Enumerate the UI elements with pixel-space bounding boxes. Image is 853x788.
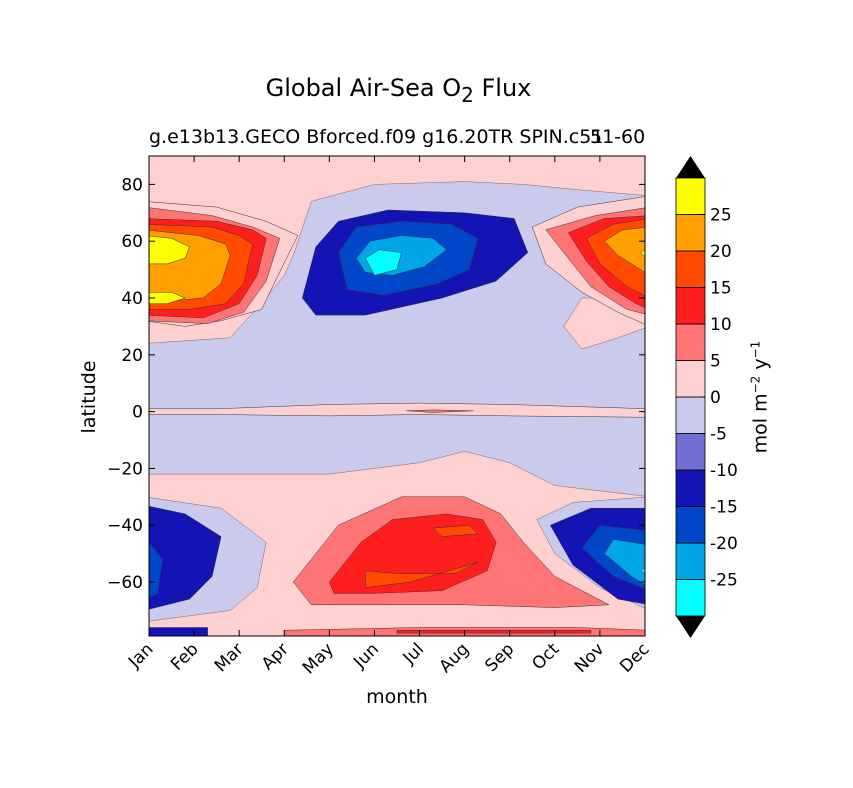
y-tick-label: 20 — [121, 346, 143, 366]
x-tick-label: Nov — [571, 639, 609, 677]
colorbar-swatch — [675, 396, 706, 434]
colorbar-label-exponent-m: −2 — [748, 375, 763, 394]
chart-title-main: Global Air-Sea O — [265, 74, 462, 102]
colorbar-tick-label: 0 — [710, 388, 721, 408]
colorbar-tick-label: 20 — [710, 242, 732, 262]
colorbar-swatch — [675, 542, 706, 580]
contour-fill-level-5 — [405, 409, 474, 413]
colorbar-swatch — [675, 506, 706, 544]
colorbar-swatch — [675, 579, 706, 617]
contour-fill-level-minus25 — [365, 249, 402, 276]
colorbar-label-exponent-y: −1 — [748, 340, 763, 359]
colorbar-label: mol m−2 y−1 — [748, 341, 771, 454]
colorbar-tick-label: 10 — [710, 315, 732, 335]
chart-subtitle-run: g.e13b13.GECO Bforced.f09 g16.20TR SPIN.… — [149, 126, 604, 148]
plot-area — [149, 156, 645, 636]
y-tick-label: −40 — [107, 516, 143, 536]
contour-fill-level-25 — [149, 235, 190, 265]
contour-fill-level-minus20 — [604, 539, 645, 586]
chart-title-subscript: 2 — [461, 82, 474, 107]
contour-fill-level-15 — [365, 561, 479, 588]
x-axis-label: month — [366, 686, 428, 708]
contour-fill-level-15 — [432, 524, 479, 537]
colorbar-extend-under — [676, 616, 705, 638]
x-tick-label: Mar — [211, 639, 248, 676]
x-tick-label: Feb — [167, 639, 202, 674]
y-tick-label: 60 — [121, 232, 143, 252]
colorbar-tick-label: -15 — [710, 498, 738, 518]
plot-frame — [148, 155, 646, 637]
colorbar-tick-label: -5 — [710, 425, 727, 445]
x-tick-label: Jul — [399, 639, 428, 668]
chart-subtitle-years: 51-60 — [590, 126, 646, 148]
x-tick-label: Sep — [481, 639, 518, 676]
contour-fill-level-minus25 — [640, 567, 645, 574]
colorbar: 25 20 15 10 5 0 -5 -10 -15 -20 -25 — [675, 156, 738, 638]
colorbar-label-unit-y: y — [749, 358, 772, 376]
y-axis: 80 60 40 20 0 −20 −40 −60 — [107, 175, 645, 593]
x-tick-label: Apr — [258, 639, 293, 674]
y-tick-label: 40 — [121, 289, 143, 309]
contour-fills — [149, 156, 645, 636]
x-tick-label: Aug — [436, 639, 474, 677]
colorbar-label-unit: mol m — [749, 393, 772, 454]
colorbar-swatch — [675, 469, 706, 507]
y-axis-label: latitude — [78, 360, 100, 434]
y-tick-label: −60 — [107, 573, 143, 593]
colorbar-swatch — [675, 214, 706, 252]
x-tick-label: Oct — [528, 639, 563, 674]
contour-fill-level-minus15 — [149, 541, 163, 598]
colorbar-tick-label: -20 — [710, 534, 738, 554]
colorbar-swatch — [675, 360, 706, 398]
colorbar-swatch — [675, 250, 706, 288]
contour-fill-level-minus10 — [149, 627, 208, 636]
colorbar-swatch — [675, 433, 706, 471]
colorbar-tick-label: 25 — [710, 206, 732, 226]
colorbar-tick-label: 5 — [710, 352, 721, 372]
chart-title: Global Air-Sea O2 Flux — [0, 74, 797, 107]
y-tick-label: 0 — [132, 403, 143, 423]
colorbar-tick-label: -25 — [710, 571, 738, 591]
contour-fill-level-25 — [640, 249, 645, 258]
colorbar-tick-label: 15 — [710, 279, 732, 299]
contour-fill-level-0 — [149, 402, 645, 418]
contour-fill-level-25 — [149, 292, 186, 304]
y-tick-label: 80 — [121, 175, 143, 195]
chart-title-suffix: Flux — [473, 74, 532, 102]
colorbar-swatch — [675, 287, 706, 325]
colorbar-swatch — [675, 323, 706, 361]
contour-fill-level-20 — [604, 227, 645, 273]
colorbar-swatch — [675, 177, 706, 215]
contour-fill-level-0-to-5 — [149, 156, 645, 344]
x-tick-label: May — [299, 639, 338, 678]
contour-fill-level-minus10 — [149, 505, 222, 610]
y-tick-label: −20 — [107, 459, 143, 479]
contour-fill-level-10 — [396, 630, 592, 634]
x-tick-label: Jan — [124, 639, 157, 672]
colorbar-extend-over — [676, 156, 705, 178]
colorbar-tick-label: -10 — [710, 461, 738, 481]
x-tick-label: Dec — [616, 639, 653, 676]
x-tick-label: Jun — [349, 639, 383, 673]
